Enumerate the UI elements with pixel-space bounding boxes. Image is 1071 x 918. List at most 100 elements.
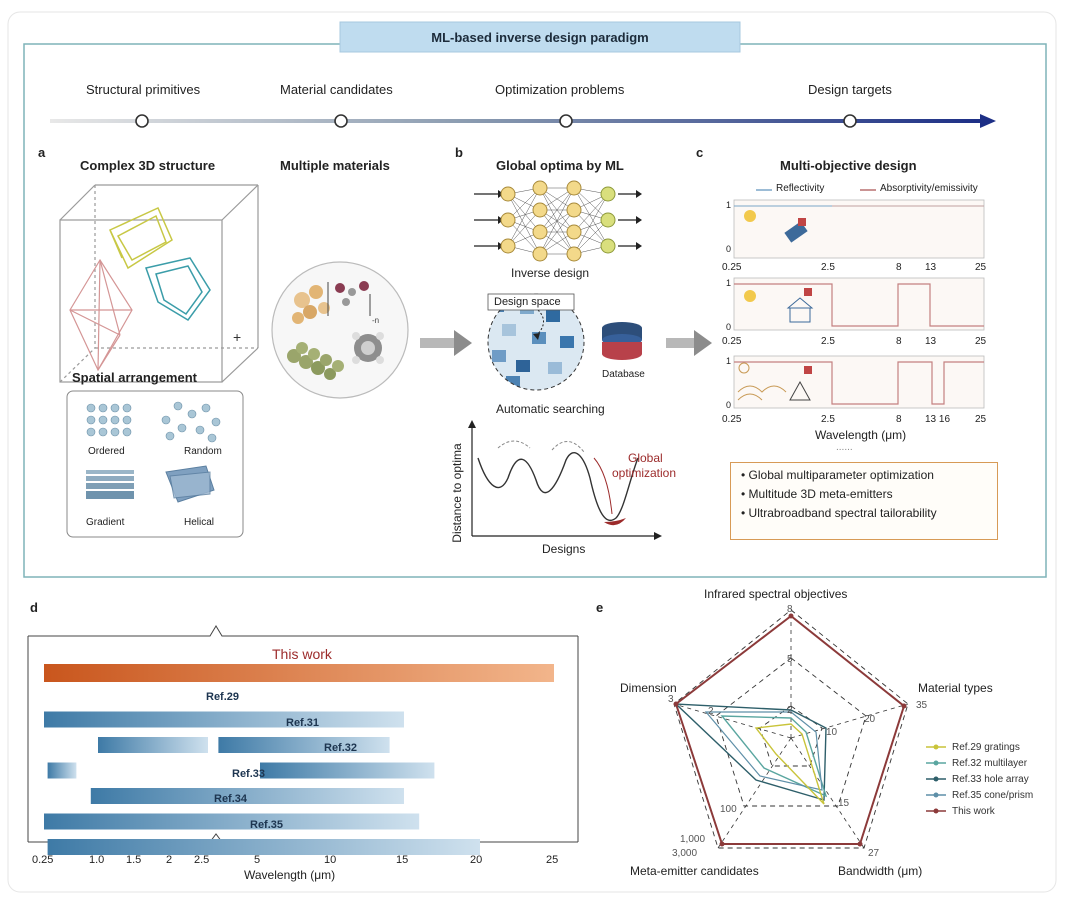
arrangement-ordered: Ordered (88, 446, 125, 457)
database-icon (602, 322, 642, 360)
d-xtick-5: 5 (254, 854, 261, 866)
radar-axis-infrared: Infrared spectral objectives (704, 587, 848, 601)
plot1-ytick-1: 1 (726, 200, 732, 210)
d-xtick-0: 0.25 (32, 854, 54, 866)
plot2-xtick-1: 2.5 (821, 336, 835, 347)
panel-a-illustrations: + -n (59, 184, 409, 399)
global-optimization-label-1: Global (628, 451, 663, 465)
arrangement-random: Random (184, 446, 222, 457)
spatial-arrangement-title: Spatial arrangement (72, 370, 197, 385)
gradient-layers (86, 470, 134, 499)
d-xtick-1: 1.0 (89, 854, 105, 866)
panel-b-title: Global optima by ML (496, 158, 624, 173)
d-xtick-4: 2.5 (194, 854, 210, 866)
legend-reflectivity: Reflectivity (776, 183, 825, 194)
d-xtick-8: 20 (470, 854, 483, 866)
landscape-icon (737, 362, 812, 401)
spatial-arrangement-box (66, 390, 244, 538)
plus-sign: + (233, 329, 241, 345)
d-xtick-7: 15 (396, 854, 409, 866)
designs-label: Designs (542, 542, 586, 556)
plot3-ytick-1: 1 (726, 356, 732, 366)
range-bar-ref-31-3 (218, 737, 390, 753)
cube-frame (59, 184, 259, 383)
legend-absorptivity: Absorptivity/emissivity (880, 183, 978, 194)
tick-meta-100: 100 (720, 804, 737, 815)
range-bar-ref-35-8 (47, 839, 480, 855)
database-label: Database (602, 369, 645, 380)
plot3-ytick-0: 0 (726, 400, 732, 410)
range-bar-ref-32-4 (47, 762, 77, 779)
plot1-ytick-0: 0 (726, 244, 732, 254)
plot2-xtick-2: 8 (896, 336, 902, 347)
design-space-label: Design space (494, 296, 561, 308)
panel-a-materials-title: Multiple materials (280, 158, 390, 173)
panel-a-structure-title: Complex 3D structure (80, 158, 216, 173)
radar-chart (673, 609, 909, 849)
plot2-xtick-4: 25 (975, 336, 987, 347)
helical-layers (165, 465, 215, 503)
tick-dim-3: 3 (668, 694, 674, 705)
arrangement-gradient: Gradient (86, 517, 125, 528)
tick-material-20: 20 (864, 714, 876, 725)
timeline-arrow (50, 114, 996, 128)
ref29-label: Ref.29 (206, 691, 240, 703)
ref34-label: Ref.34 (214, 793, 248, 805)
panel-c-legend (756, 189, 876, 191)
plot2-xtick-0: 0.25 (722, 336, 742, 347)
range-bar-ref-31-2 (98, 737, 208, 753)
range-bar-ref-33-6 (90, 788, 405, 804)
d-xaxis-label: Wavelength (μm) (244, 868, 336, 882)
plot3-xtick-1: 2.5 (821, 414, 835, 425)
materials-circle (271, 261, 409, 399)
design-space-diagram (487, 293, 642, 391)
distance-to-optima-label: Distance to optima (450, 443, 464, 543)
radar-legend-lines (926, 744, 946, 814)
timeline-label-targets: Design targets (808, 82, 892, 97)
radar-axis-material: Material types (918, 681, 993, 695)
panel-a-letter: a (38, 145, 46, 160)
random-dots (161, 401, 221, 443)
plot1-xtick-3: 13 (925, 262, 937, 273)
panel-c-dots: ...... (836, 442, 853, 453)
tick-top-8: 8 (787, 604, 793, 615)
timeline-label-optimization: Optimization problems (495, 82, 625, 97)
pink-octahedron (69, 258, 133, 372)
radar-axis-bandwidth: Bandwidth (μm) (838, 864, 923, 878)
plot1-xtick-4: 25 (975, 262, 987, 273)
plot2-ytick-1: 1 (726, 278, 732, 288)
ref31-label: Ref.31 (286, 717, 320, 729)
plot3-xtick-3: 13 16 (925, 414, 951, 425)
d-xtick-2: 1.5 (126, 854, 142, 866)
arrangement-helical: Helical (184, 517, 215, 528)
plot3-xtick-0: 0.25 (722, 414, 742, 425)
tick-meta-3000: 3,000 (672, 848, 698, 859)
summary-bullets-box: • Global multiparameter optimization • M… (730, 462, 998, 540)
ref35-label: Ref.35 (250, 819, 284, 831)
arrow-a-to-b (420, 330, 472, 356)
tick-dim-2: 2 (708, 706, 714, 717)
panel-e-letter: e (596, 600, 604, 615)
range-bar-ref-32-5 (260, 762, 435, 779)
plot1-xtick-2: 8 (896, 262, 902, 273)
tick-meta-1000: 1,000 (680, 834, 706, 845)
range-bar-this-work-0 (44, 664, 554, 682)
panel-d-wavelength-chart (27, 625, 579, 855)
house-icon (744, 288, 814, 323)
radar-legend-ref32: Ref.32 multilayer (952, 758, 1028, 769)
plot2-ytick-0: 0 (726, 322, 732, 332)
multi-objective-plots (733, 199, 985, 409)
yellow-structure (108, 207, 173, 270)
teal-structure (145, 257, 211, 321)
radar-axis-dimension: Dimension (620, 681, 677, 695)
d-xtick-3: 2 (166, 854, 173, 866)
panel-c-letter: c (696, 145, 704, 160)
plot1-xtick-0: 0.25 (722, 262, 742, 273)
inverse-design-caption: Inverse design (511, 266, 590, 280)
tick-top-5: 5 (787, 654, 793, 665)
plot3-xtick-2: 8 (896, 414, 902, 425)
timeline-label-structural: Structural primitives (86, 82, 201, 97)
panel-c-xaxis: Wavelength (μm) (815, 428, 907, 442)
global-optimization-label-2: optimization (612, 466, 677, 480)
arrow-b-to-c (666, 330, 712, 356)
